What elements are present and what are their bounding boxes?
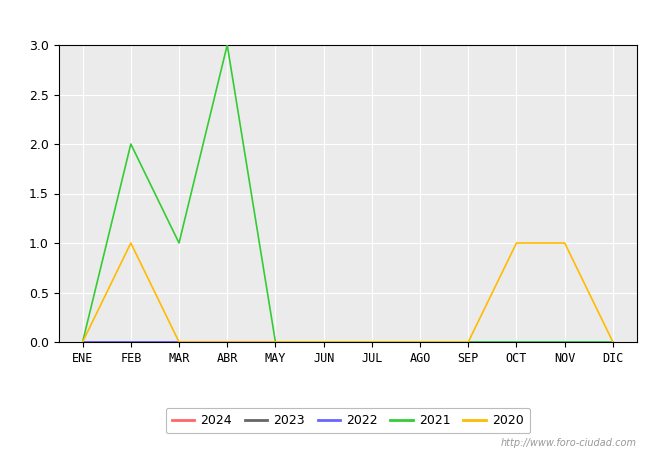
Text: Matriculaciones de Vehiculos en Guadiana del Caudillo: Matriculaciones de Vehiculos en Guadiana… — [116, 11, 534, 26]
Text: http://www.foro-ciudad.com: http://www.foro-ciudad.com — [501, 438, 637, 448]
Legend: 2024, 2023, 2022, 2021, 2020: 2024, 2023, 2022, 2021, 2020 — [166, 408, 530, 433]
